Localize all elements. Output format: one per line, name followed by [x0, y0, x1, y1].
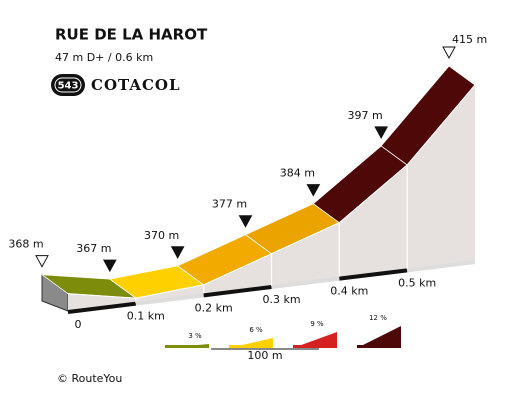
x-tick-label: 0.2 km	[195, 301, 233, 314]
elevation-label: 377 m	[212, 198, 247, 211]
credit: © RouteYou	[57, 372, 122, 385]
x-tick-label: 0	[75, 318, 82, 331]
elevation-label: 370 m	[144, 229, 179, 242]
legend-label: 12 %	[369, 314, 387, 322]
elevation-label: 368 m	[8, 238, 43, 251]
x-tick-label: 0.4 km	[330, 285, 368, 298]
x-tick-label: 0.1 km	[127, 310, 165, 323]
legend-label: 3 %	[188, 332, 202, 340]
x-tick-label: 0.3 km	[262, 293, 300, 306]
elevation-marker	[306, 184, 321, 197]
x-tick-label: 0.5 km	[398, 276, 436, 289]
elevation-marker	[238, 215, 253, 228]
front-edge	[67, 84, 476, 299]
elevation-marker	[442, 46, 456, 60]
base-segment	[135, 293, 204, 306]
base-segment	[67, 301, 137, 314]
badge-ring	[54, 77, 82, 93]
base-segment	[203, 285, 272, 298]
elevation-label: 397 m	[348, 109, 383, 122]
elevation-label: 384 m	[280, 167, 315, 180]
legend-bar	[293, 345, 337, 348]
legend-label: 9 %	[310, 320, 324, 328]
elevation-marker	[374, 126, 389, 139]
elevation-marker	[35, 255, 49, 268]
subtitle: 47 m D+ / 0.6 km	[55, 51, 153, 64]
badge-number: 543	[58, 81, 79, 92]
elevation-label: 415 m	[452, 33, 487, 46]
base-segment	[339, 268, 408, 281]
chart-title: RUE DE LA HAROT	[55, 26, 208, 44]
badge-pill	[51, 74, 85, 96]
base-segment	[406, 260, 476, 273]
scale-label: 100 m	[247, 349, 282, 362]
legend-bar	[229, 345, 273, 348]
legend-swatch	[357, 326, 401, 348]
base-segment	[271, 276, 340, 289]
elevation-marker	[170, 246, 185, 259]
legend-swatch	[293, 332, 337, 348]
elevation-marker	[102, 259, 117, 273]
legend-label: 6 %	[249, 326, 263, 334]
front-wall	[68, 85, 475, 311]
brand: COTACOL	[91, 76, 181, 94]
legend-bar	[165, 345, 209, 348]
elevation-label: 367 m	[76, 242, 111, 255]
legend-bar	[357, 345, 401, 348]
